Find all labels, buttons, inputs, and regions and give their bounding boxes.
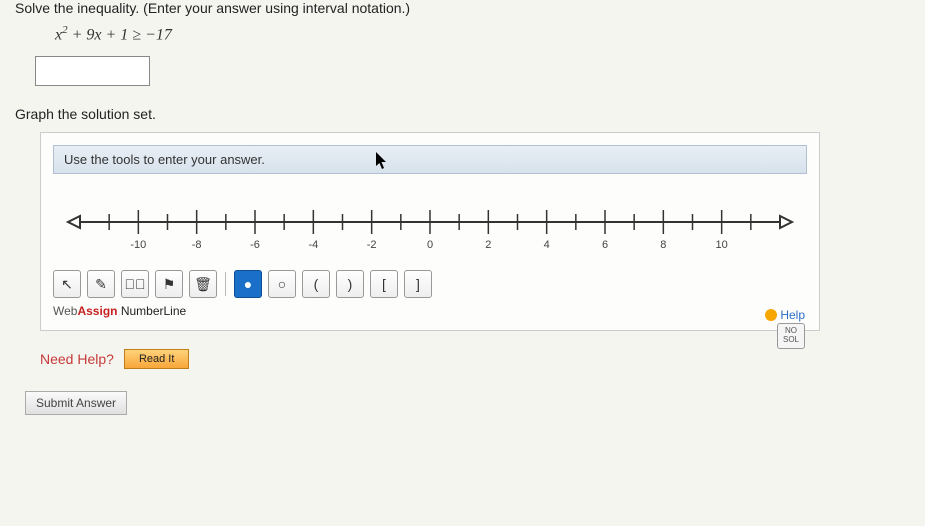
closed-bracket-left-button[interactable]: [ [370, 270, 398, 298]
interval-answer-input[interactable] [35, 56, 150, 86]
toolbar-separator [225, 272, 226, 296]
svg-text:-8: -8 [192, 239, 202, 251]
problem-instruction: Solve the inequality. (Enter your answer… [15, 0, 910, 16]
number-line[interactable]: -10 -8 -6 -4 -2 0 2 4 6 8 10 [53, 192, 807, 262]
numberline-toolbar: ↖✎✎⃪⚑🗑 ●○()[] [53, 270, 807, 298]
svg-text:2: 2 [485, 239, 491, 251]
need-help-label: Need Help? [40, 351, 114, 367]
svg-text:-2: -2 [367, 239, 377, 251]
help-link[interactable]: Help [765, 308, 805, 322]
svg-text:-4: -4 [308, 239, 318, 251]
need-help-row: Need Help? Read It [40, 349, 910, 369]
tool-hint: Use the tools to enter your answer. [53, 145, 807, 174]
graph-label: Graph the solution set. [15, 106, 910, 122]
no-solution-button[interactable]: NO SOL [777, 323, 805, 349]
svg-text:8: 8 [660, 239, 666, 251]
problem-expression: x2 + 9x + 1 ≥ −17 [55, 24, 910, 44]
svg-text:0: 0 [427, 239, 433, 251]
svg-text:-6: -6 [250, 239, 260, 251]
pointer-button[interactable]: ↖ [53, 270, 81, 298]
erase-button[interactable]: ✎⃪ [121, 270, 149, 298]
brand-label: WebAssign NumberLine [53, 304, 807, 318]
closed-bracket-right-button[interactable]: ] [404, 270, 432, 298]
read-it-button[interactable]: Read It [124, 349, 189, 369]
submit-answer-button[interactable]: Submit Answer [25, 391, 127, 415]
flag-button[interactable]: ⚑ [155, 270, 183, 298]
pencil-button[interactable]: ✎ [87, 270, 115, 298]
closed-point-button[interactable]: ● [234, 270, 262, 298]
open-point-button[interactable]: ○ [268, 270, 296, 298]
open-paren-right-button[interactable]: ) [336, 270, 364, 298]
trash-button[interactable]: 🗑 [189, 270, 217, 298]
numberline-panel: Use the tools to enter your answer. -10-… [40, 132, 820, 331]
svg-text:10: 10 [716, 239, 728, 251]
open-paren-left-button[interactable]: ( [302, 270, 330, 298]
svg-text:4: 4 [544, 239, 550, 251]
svg-text:6: 6 [602, 239, 608, 251]
svg-text:-10: -10 [130, 239, 146, 251]
